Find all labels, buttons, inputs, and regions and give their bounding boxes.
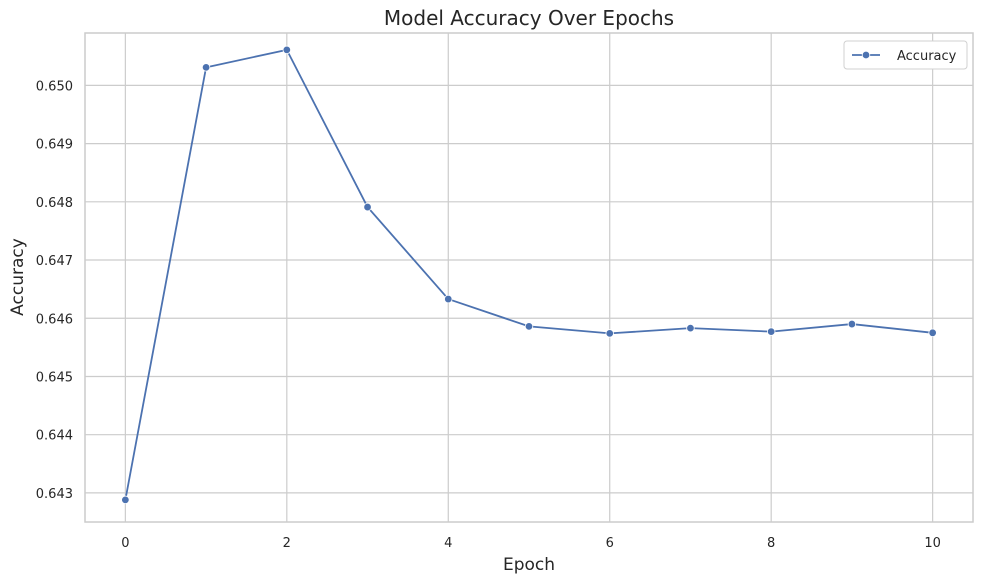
data-point — [766, 327, 776, 336]
y-tick-label: 0.646 — [36, 312, 73, 327]
y-tick-labels: 0.643 0.644 0.645 0.646 0.647 0.648 0.649 0.650 — [36, 79, 73, 502]
legend-box — [843, 40, 968, 70]
x-tick-label: 0 — [121, 536, 129, 551]
x-tick-label: 10 — [924, 536, 941, 551]
y-tick-label: 0.644 — [36, 429, 73, 444]
x-tick-labels: 0 2 4 6 8 10 — [121, 536, 941, 551]
y-tick-label: 0.650 — [36, 79, 73, 94]
grid-lines — [85, 33, 973, 522]
x-tick-label: 6 — [606, 536, 614, 551]
y-tick-label: 0.643 — [36, 487, 73, 502]
data-point — [928, 328, 937, 338]
series-line — [124, 48, 933, 501]
data-point — [686, 323, 695, 333]
y-tick-label: 0.649 — [36, 138, 73, 153]
data-point — [282, 45, 292, 55]
y-tick-label: 0.645 — [36, 370, 73, 385]
y-tick-label: 0.647 — [36, 254, 73, 269]
data-point — [847, 319, 857, 329]
data-point — [121, 495, 130, 505]
legend: Accuracy — [843, 40, 968, 70]
data-point — [363, 202, 372, 212]
chart-title: Model Accuracy Over Epochs — [384, 6, 674, 30]
x-tick-label: 4 — [444, 536, 452, 551]
series-layer — [121, 45, 937, 505]
x-tick-label: 8 — [767, 536, 775, 551]
data-point — [444, 294, 453, 304]
legend-marker-swatch — [861, 50, 871, 60]
y-tick-label: 0.648 — [36, 196, 73, 211]
data-point — [605, 329, 614, 338]
data-point — [524, 322, 534, 331]
x-tick-label: 2 — [283, 536, 291, 551]
plot-frame — [84, 32, 974, 523]
y-axis-label: Accuracy — [8, 238, 28, 316]
data-point — [201, 63, 211, 72]
x-axis-label: Epoch — [503, 555, 555, 575]
legend-label: Accuracy — [897, 49, 957, 64]
